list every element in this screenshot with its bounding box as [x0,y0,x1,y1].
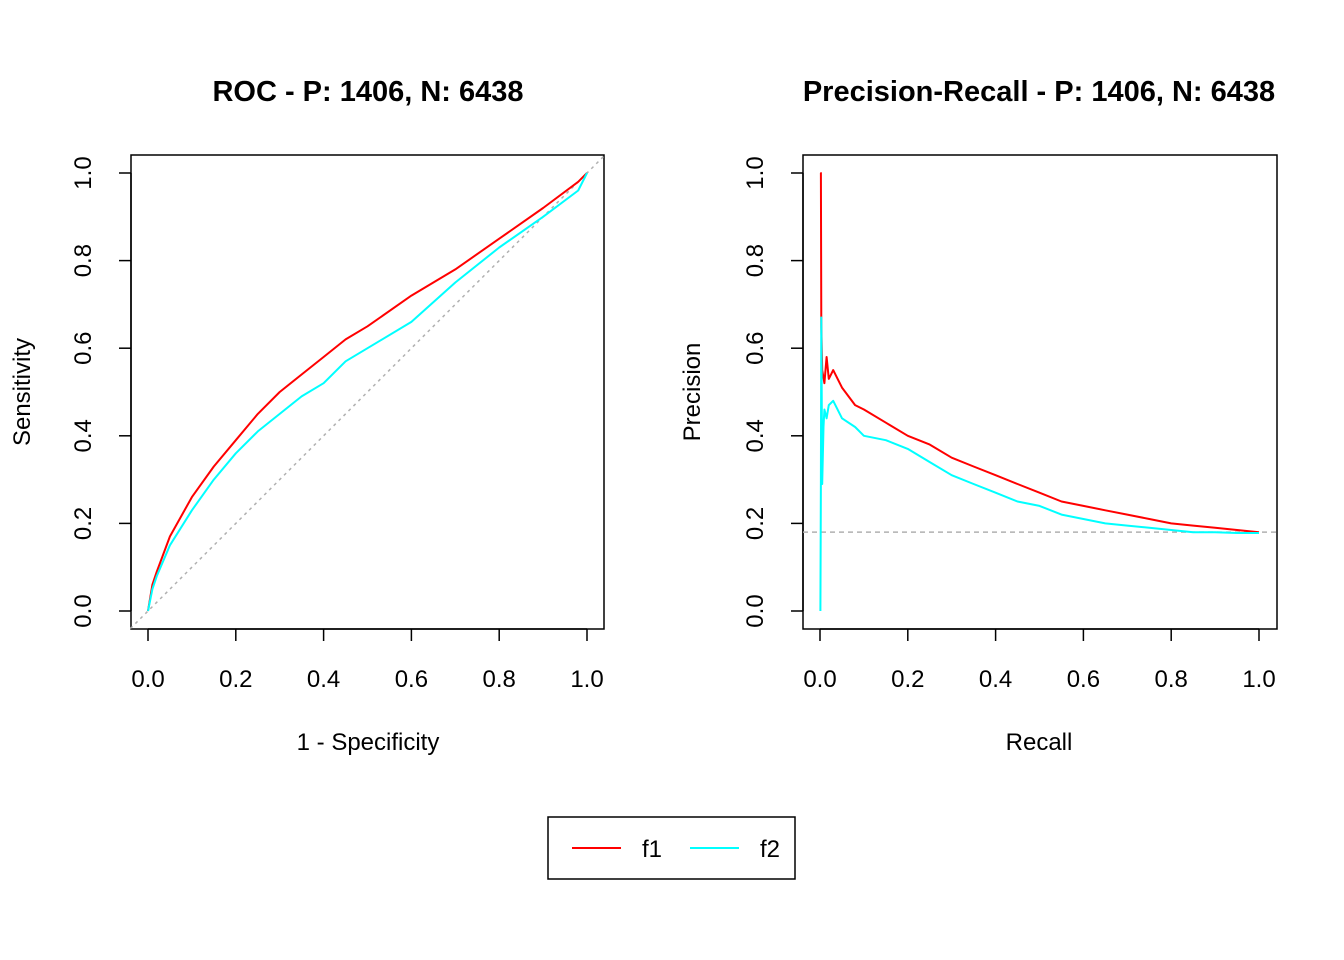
pr-x-tick-label: 0.2 [891,666,924,693]
roc-panel: ROC - P: 1406, N: 6438 1 - Specificity S… [9,76,606,756]
roc-y-tick-label: 0.6 [70,332,97,365]
roc-y-axis-label: Sensitivity [9,338,36,446]
pr-series-f2-line [819,316,1259,612]
pr-y-tick-label: 0.6 [742,332,769,365]
pr-x-tick-label: 0.4 [979,666,1012,693]
roc-y-tick-label: 0.4 [70,419,97,452]
roc-x-tick-label: 0.6 [395,666,428,693]
pr-x-axis-label: Recall [1006,729,1073,756]
roc-y-tick-label: 0.2 [70,507,97,540]
roc-series-f1-line [147,172,588,612]
roc-axes: 0.0 0.2 0.4 0.6 0.8 1.0 0.0 0.2 0.4 0.6 0.8 1.0 [70,156,604,693]
roc-series-f2-line [147,172,588,612]
pr-axes: 0.0 0.2 0.4 0.6 0.8 1.0 0.0 0.2 0.4 0.6 0.8 1.0 [742,156,1276,693]
roc-x-tick-label: 0.8 [483,666,516,693]
legend: f1 f2 [547,816,796,880]
pr-x-tick-label: 0.0 [803,666,836,693]
legend-label-f2: f2 [760,836,780,863]
pr-plot-frame [802,154,1278,630]
roc-x-tick-label: 0.0 [131,666,164,693]
roc-reference-line [129,154,606,630]
pr-y-tick-label: 0.0 [742,594,769,627]
pr-y-tick-label: 0.4 [742,419,769,452]
pr-x-tick-label: 1.0 [1242,666,1275,693]
pr-y-tick-label: 0.8 [742,244,769,277]
roc-y-tick-label: 1.0 [70,156,97,189]
roc-plot-area [129,154,606,630]
pr-x-tick-label: 0.8 [1155,666,1188,693]
roc-y-tick-label: 0.8 [70,244,97,277]
roc-x-axis-label: 1 - Specificity [297,729,440,756]
roc-title: ROC - P: 1406, N: 6438 [212,76,523,108]
pr-y-tick-label: 0.2 [742,507,769,540]
pr-y-axis-label: Precision [679,343,706,442]
pr-panel: Precision-Recall - P: 1406, N: 6438 Reca… [679,76,1278,756]
roc-x-tick-label: 1.0 [570,666,603,693]
pr-series-f1-line [819,172,1260,534]
pr-title: Precision-Recall - P: 1406, N: 6438 [803,76,1275,108]
pr-y-tick-label: 1.0 [742,156,769,189]
roc-x-tick-label: 0.4 [307,666,340,693]
roc-x-tick-label: 0.2 [219,666,252,693]
pr-plot-area [803,172,1277,612]
roc-y-tick-label: 0.0 [70,594,97,627]
legend-label-f1: f1 [642,836,662,863]
pr-x-tick-label: 0.6 [1067,666,1100,693]
